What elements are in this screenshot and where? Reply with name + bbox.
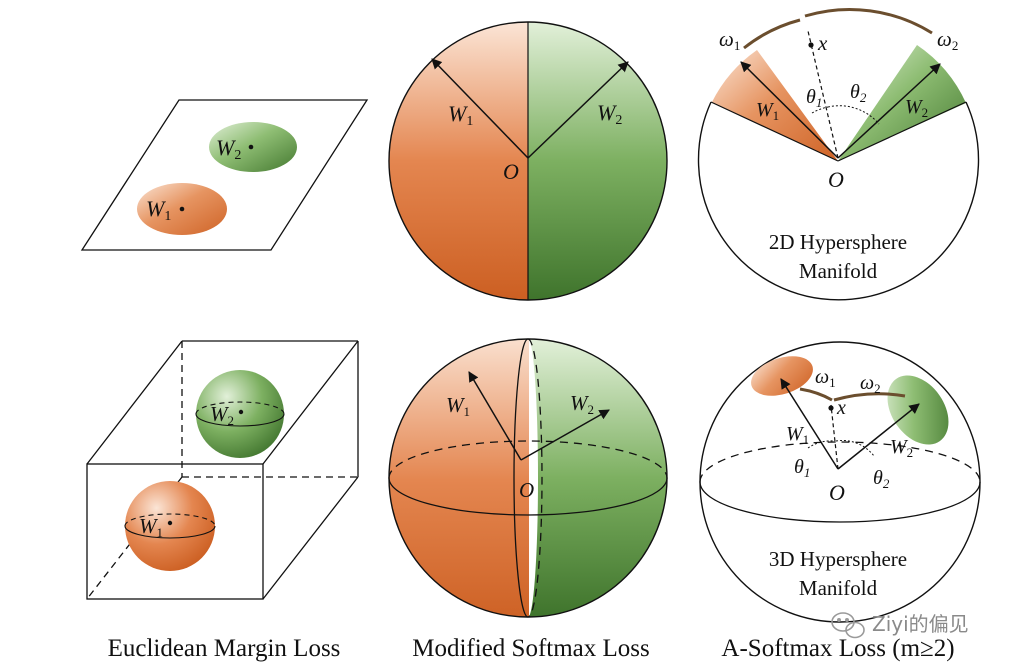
- origin-label: O: [503, 159, 519, 184]
- w1-label: W1: [756, 99, 779, 123]
- manifold-title-line1: 3D Hypersphere: [769, 547, 907, 571]
- omega1-arc: [743, 18, 801, 50]
- w2-label: W2: [890, 436, 913, 460]
- w2-label: W2: [216, 135, 241, 163]
- w1-sphere: [125, 481, 215, 571]
- caption-modified-softmax: Modified Softmax Loss: [412, 635, 650, 662]
- caption-asoftmax: A-Softmax Loss (m≥2): [721, 635, 954, 662]
- theta2-label: θ2: [873, 467, 890, 491]
- theta2-label: θ2: [850, 81, 867, 105]
- w2-label: W2: [570, 391, 594, 417]
- manifold-title-line1: 2D Hypersphere: [769, 230, 907, 254]
- omega1-arc: [799, 387, 833, 402]
- x-label: x: [817, 31, 828, 55]
- w1-vector: [468, 371, 522, 461]
- w1-label: W1: [146, 196, 171, 224]
- w1-label: W1: [786, 423, 809, 447]
- omega1-label: ω1: [815, 366, 836, 390]
- omega2-arc: [833, 392, 906, 402]
- asoftmax-3d-panel: ω1 ω2 x W1 W2 θ1 θ2 O 3D Hypersphere Man…: [699, 341, 981, 623]
- origin-label: O: [828, 167, 844, 192]
- euclid-plane: [80, 99, 369, 251]
- x-label: x: [836, 397, 846, 419]
- x-vector: [807, 30, 839, 159]
- w1-label: W1: [448, 101, 473, 129]
- manifold-title-line2: Manifold: [799, 576, 878, 600]
- omega2-label: ω2: [937, 27, 958, 53]
- w2-vector: [837, 63, 941, 159]
- asoftmax-2d-panel: ω1 ω2 x W1 W2 θ1 θ2 O 2D Hypersphere Man…: [697, 8, 980, 301]
- w1-label: W1: [139, 514, 163, 540]
- x-vector: [830, 404, 839, 470]
- manifold-title-line2: Manifold: [799, 259, 878, 283]
- w2-vector: [520, 409, 610, 461]
- w2-label: W2: [210, 402, 234, 428]
- wechat-icon: [831, 612, 865, 639]
- w1-disc: [751, 356, 813, 396]
- euclid-2d-panel: W2 W1: [80, 99, 369, 251]
- omega1-label: ω1: [719, 27, 740, 53]
- origin-label: O: [829, 480, 845, 505]
- w1-center-dot: [179, 206, 185, 212]
- softmax-3d-panel: W1 W2 O: [388, 338, 668, 618]
- caption-euclidean: Euclidean Margin Loss: [108, 635, 341, 662]
- w2-sector: [838, 45, 966, 161]
- w2-label: W2: [597, 100, 622, 128]
- w2-vector: [527, 61, 629, 159]
- w1-sector: [712, 50, 838, 161]
- w2-sphere: [196, 370, 284, 458]
- origin-label: O: [519, 478, 534, 502]
- euclid-3d-spheres: W2 W1: [124, 370, 285, 571]
- theta1-label: θ1: [794, 456, 810, 480]
- w1-vector: [780, 378, 839, 470]
- euclid-3d-panel: [86, 340, 359, 600]
- w1-vector: [431, 58, 529, 159]
- w1-vector: [740, 61, 839, 159]
- omega2-arc: [804, 8, 933, 35]
- watermark: Ziyi的偏见: [831, 612, 969, 639]
- theta1-label: θ1: [806, 86, 822, 110]
- w2-center-dot: [248, 144, 254, 150]
- w2-vector: [837, 403, 920, 470]
- softmax-2d-panel: W1 W2 O: [388, 21, 668, 301]
- w2-label: W2: [905, 96, 928, 120]
- watermark-text: Ziyi的偏见: [872, 612, 969, 636]
- w1-label: W1: [446, 393, 470, 419]
- omega2-label: ω2: [860, 372, 881, 396]
